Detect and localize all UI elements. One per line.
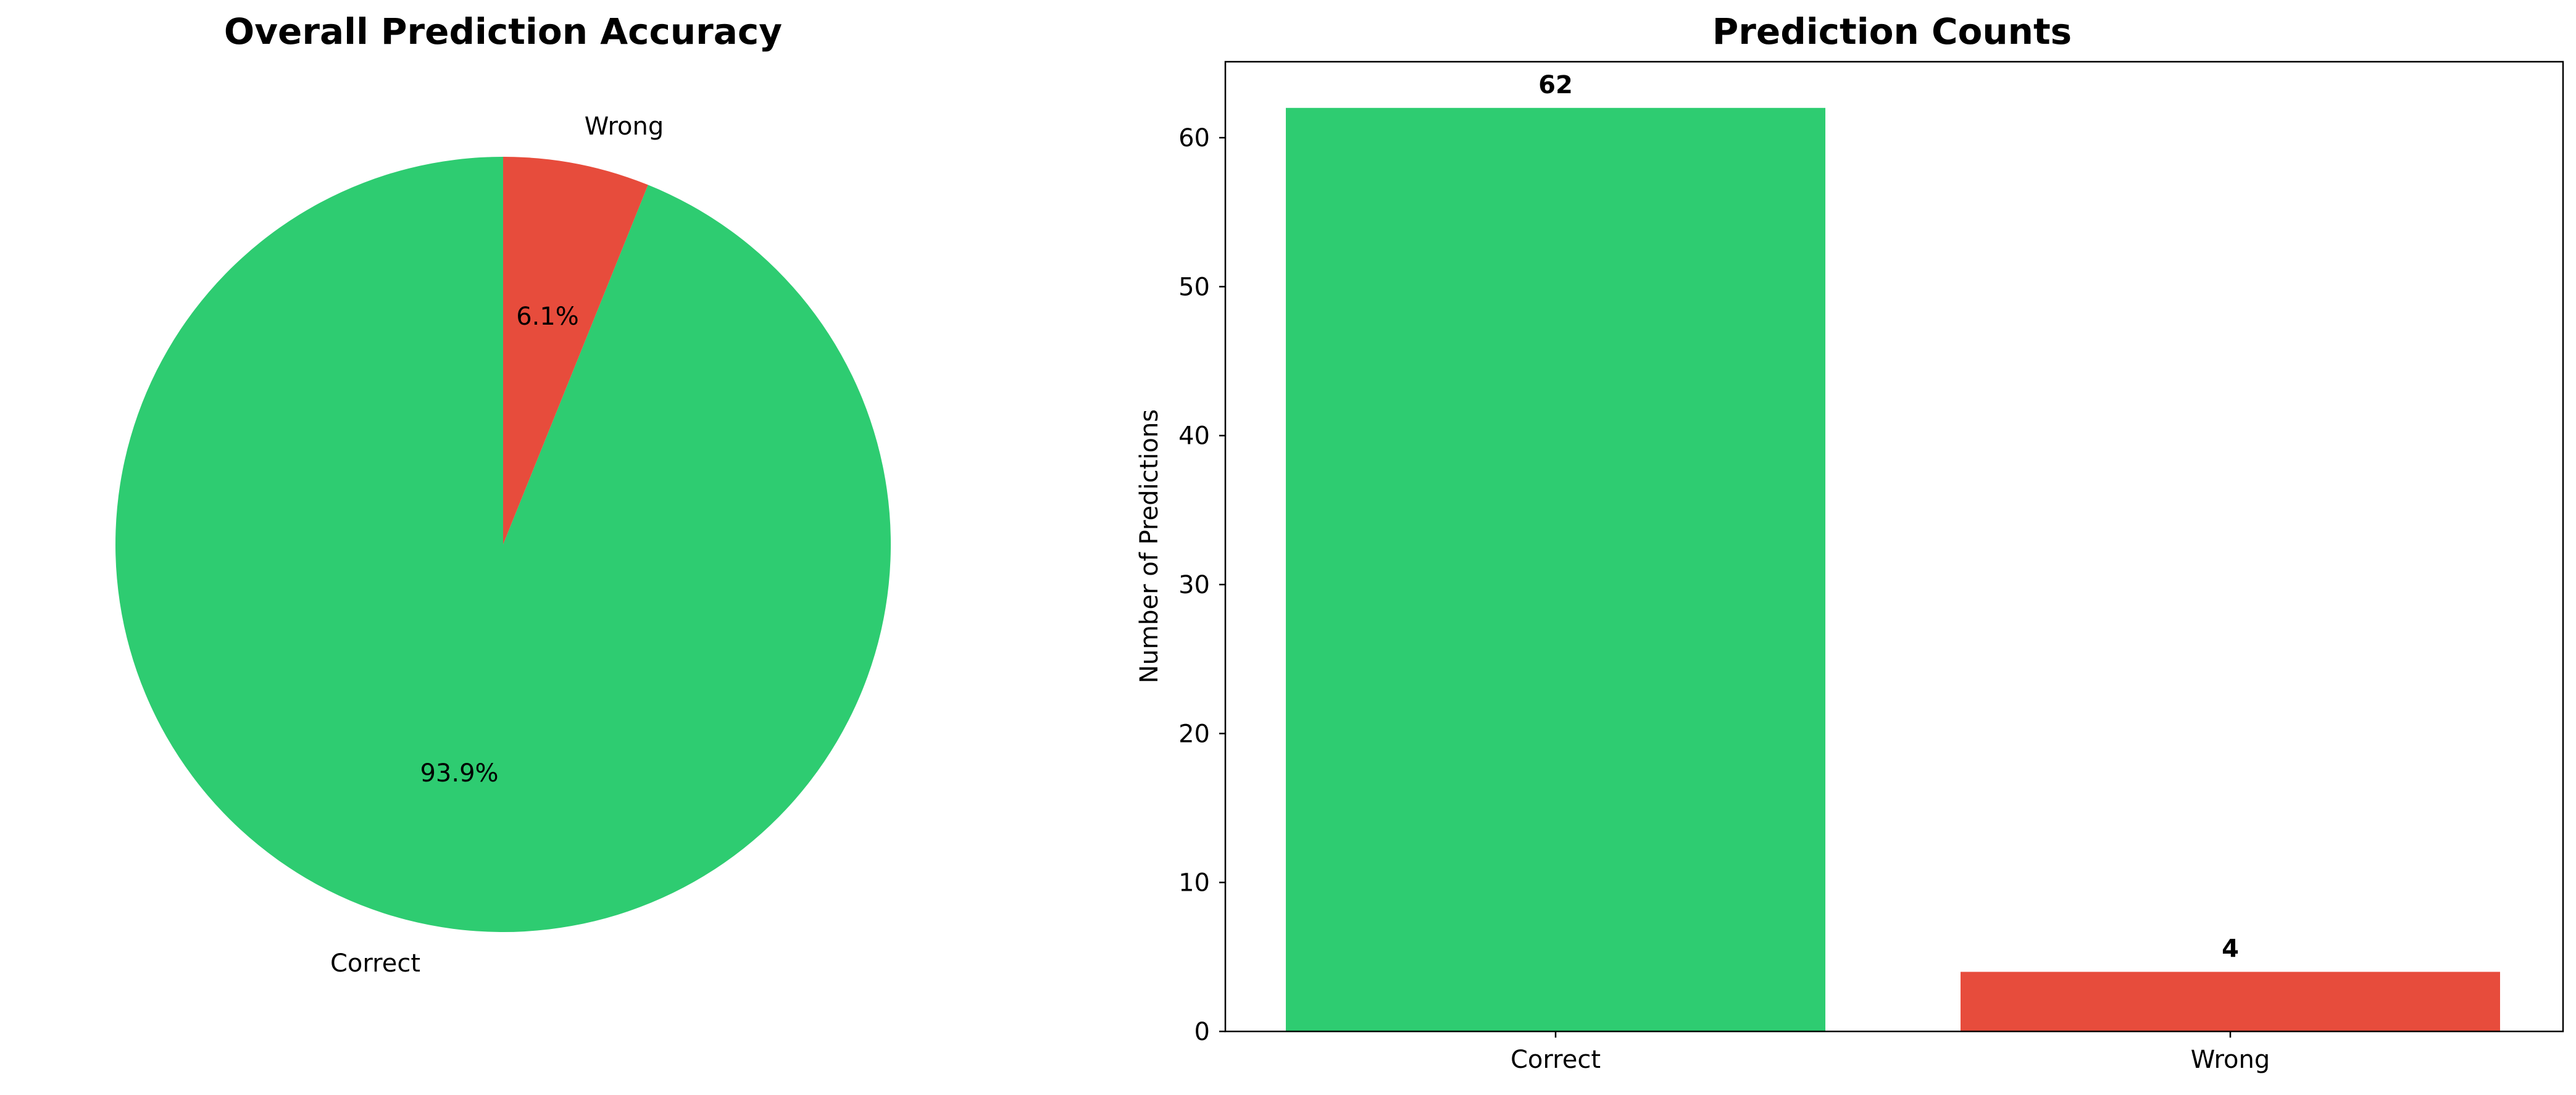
bar-y-tick-label: 20 (1178, 720, 1210, 748)
pie-slice-correct (115, 157, 891, 932)
bar-x-tick-label-wrong: Wrong (2191, 1046, 2270, 1074)
bar-y-tick-label: 40 (1178, 422, 1210, 451)
bar-y-tick-label: 50 (1178, 273, 1210, 301)
bar-value-label-wrong: 4 (2222, 935, 2239, 963)
bar-y-ticks: 0 10 20 30 40 50 60 (1178, 124, 1225, 1046)
pie-chart-panel: Overall Prediction Accuracy Correct Wron… (115, 10, 891, 978)
bar-x-tick-label-correct: Correct (1511, 1046, 1601, 1074)
bar-x-ticks: Correct Wrong (1511, 1031, 2270, 1074)
pie-slice-wrong (503, 157, 648, 544)
bar-value-label-correct: 62 (1538, 71, 1573, 99)
pie-chart-title: Overall Prediction Accuracy (224, 10, 782, 52)
bar-y-tick-label: 30 (1178, 571, 1210, 599)
bar-y-tick-label: 60 (1178, 124, 1210, 152)
bar-chart-panel: Prediction Counts Number of Predictions … (1135, 10, 2564, 1074)
pie-pct-correct: 93.9% (420, 759, 498, 788)
pie-label-correct: Correct (330, 949, 420, 978)
bar-chart-title: Prediction Counts (1712, 10, 2072, 52)
pie-pct-wrong: 6.1% (516, 302, 579, 331)
bar-y-axis-label: Number of Predictions (1135, 409, 1164, 683)
bar-correct (1286, 107, 1825, 1031)
pie-label-wrong: Wrong (585, 112, 664, 141)
bar-bars: 62 4 (1286, 71, 2500, 1031)
bar-y-tick-label: 10 (1178, 869, 1210, 897)
pie-slices (115, 157, 891, 932)
bar-y-tick-label: 0 (1194, 1018, 1210, 1046)
bar-plot-frame (1224, 60, 2564, 1033)
bar-wrong (1961, 972, 2500, 1031)
